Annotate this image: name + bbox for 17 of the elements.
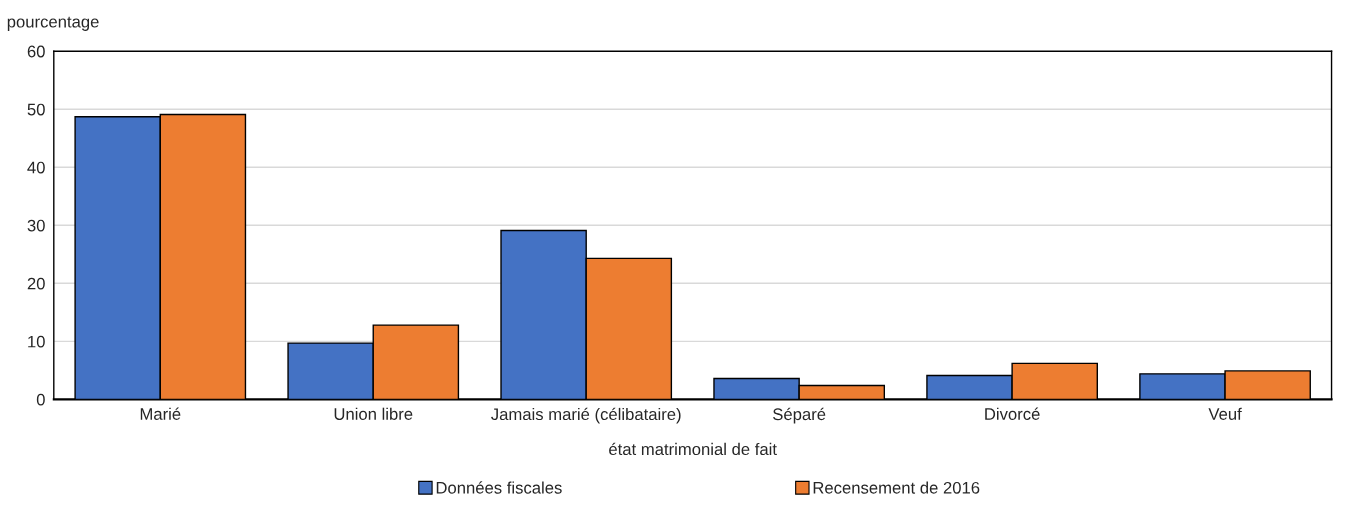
y-axis-title: pourcentage — [7, 16, 99, 31]
x-axis-title: état matrimonial de fait — [609, 442, 777, 456]
y-tick-label: 20 — [27, 277, 45, 290]
y-tick-label: 40 — [27, 161, 45, 174]
legend-label: Données fiscales — [436, 481, 562, 494]
y-tick-label: 0 — [36, 393, 45, 406]
x-tick-label: Marié — [140, 407, 181, 420]
x-tick-label: Union libre — [334, 407, 413, 420]
y-tick-label: 60 — [27, 45, 45, 58]
y-tick-label: 10 — [28, 335, 45, 348]
x-tick-label: Séparé — [773, 407, 826, 424]
x-tick-label: Veuf — [1208, 407, 1242, 420]
x-tick-label: Jamais marié (célibataire) — [491, 407, 681, 424]
x-tick-label: Divorcé — [985, 407, 1040, 420]
legend-label: Recensement de 2016 — [813, 481, 980, 494]
y-tick-label: 30 — [27, 219, 45, 232]
y-tick-label: 50 — [27, 103, 45, 116]
